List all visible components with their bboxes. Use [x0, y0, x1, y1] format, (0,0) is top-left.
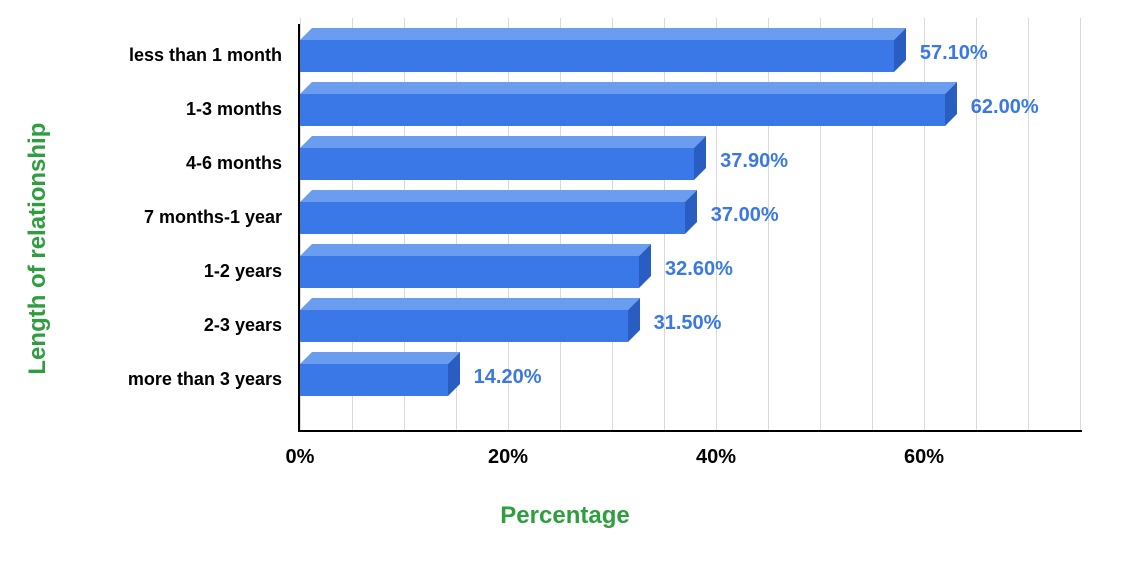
- bar-front-face: [300, 40, 894, 72]
- x-tick-label: 60%: [904, 446, 944, 469]
- grid-line: [1080, 18, 1081, 430]
- x-axis-line: [298, 430, 1082, 432]
- value-label: 14.20%: [474, 366, 542, 389]
- y-axis-title: Length of relationship: [24, 122, 52, 374]
- value-label: 57.10%: [920, 42, 988, 65]
- category-label: 7 months-1 year: [144, 207, 282, 228]
- bar-top-face: [300, 136, 706, 148]
- x-tick-label: 20%: [488, 446, 528, 469]
- category-label: 2-3 years: [204, 315, 282, 336]
- bar-top-face: [300, 352, 460, 364]
- bar: [300, 94, 945, 126]
- bar: [300, 40, 894, 72]
- plot-area: 0%20%40%60%less than 1 month57.10%1-3 mo…: [300, 30, 1080, 430]
- bar-top-face: [300, 244, 651, 256]
- bar: [300, 364, 448, 396]
- x-axis-title: Percentage: [500, 502, 629, 530]
- category-label: 4-6 months: [186, 153, 282, 174]
- bar: [300, 148, 694, 180]
- category-label: 1-2 years: [204, 261, 282, 282]
- grid-line: [1028, 18, 1029, 430]
- category-label: more than 3 years: [128, 369, 282, 390]
- grid-line: [820, 18, 821, 430]
- grid-line: [872, 18, 873, 430]
- bar-front-face: [300, 94, 945, 126]
- value-label: 37.00%: [711, 204, 779, 227]
- grid-line: [976, 18, 977, 430]
- bar: [300, 256, 639, 288]
- category-label: less than 1 month: [129, 45, 282, 66]
- value-label: 32.60%: [665, 258, 733, 281]
- bar-front-face: [300, 310, 628, 342]
- bar-top-face: [300, 298, 640, 310]
- bar-front-face: [300, 148, 694, 180]
- x-tick-label: 0%: [286, 446, 315, 469]
- value-label: 37.90%: [720, 150, 788, 173]
- bar-front-face: [300, 364, 448, 396]
- value-label: 31.50%: [654, 312, 722, 335]
- bar-front-face: [300, 256, 639, 288]
- bar-top-face: [300, 190, 697, 202]
- grid-line: [924, 18, 925, 430]
- chart-container: Length of relationship Percentage 0%20%4…: [0, 0, 1130, 569]
- bar: [300, 310, 628, 342]
- bar: [300, 202, 685, 234]
- category-label: 1-3 months: [186, 99, 282, 120]
- value-label: 62.00%: [971, 96, 1039, 119]
- x-tick-label: 40%: [696, 446, 736, 469]
- bar-top-face: [300, 82, 957, 94]
- bar-top-face: [300, 28, 906, 40]
- bar-front-face: [300, 202, 685, 234]
